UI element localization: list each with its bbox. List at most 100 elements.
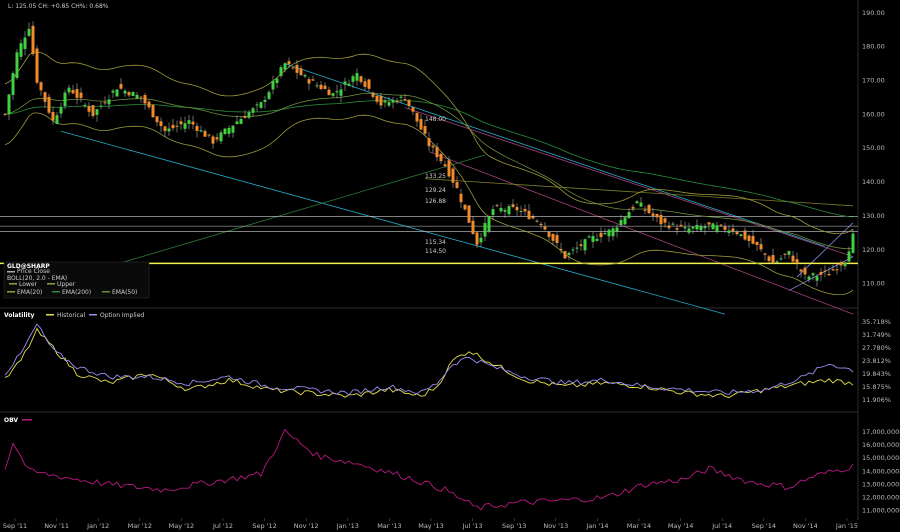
candle-body bbox=[739, 234, 743, 236]
candle-body bbox=[779, 258, 783, 260]
candle-body bbox=[355, 73, 359, 81]
candle-body bbox=[571, 249, 575, 251]
x-tick-label: Sep '13 bbox=[502, 522, 526, 530]
candle-body bbox=[99, 105, 103, 107]
candle-body bbox=[15, 52, 19, 79]
candle-body bbox=[223, 128, 227, 134]
candle-body bbox=[163, 126, 167, 132]
candle-body bbox=[235, 121, 239, 124]
candle-body bbox=[715, 225, 719, 232]
volatility-y-tick: 23.812% bbox=[862, 357, 891, 365]
x-tick-label: Jul '13 bbox=[462, 522, 483, 530]
candle-body bbox=[123, 90, 127, 94]
candle-body bbox=[479, 237, 483, 243]
candle-body bbox=[287, 61, 291, 65]
volatility-y-tick: 15.875% bbox=[862, 383, 891, 391]
legend-symbol: GLD@SHARP bbox=[7, 263, 50, 270]
candle-body bbox=[511, 204, 515, 207]
candle-body bbox=[547, 231, 551, 237]
candle-body bbox=[619, 220, 623, 225]
candle-body bbox=[155, 116, 159, 123]
price-y-tick: 190.00 bbox=[862, 9, 885, 17]
candle-body bbox=[799, 269, 803, 272]
candle-body bbox=[703, 226, 707, 229]
x-tick-label: Jan '13 bbox=[336, 522, 359, 530]
right-axis: 110.00 120.00 130.00 140.00 150.00 160.00 170.… bbox=[862, 9, 900, 515]
candle-body bbox=[843, 262, 847, 267]
candle-body bbox=[507, 206, 511, 215]
candle-body bbox=[787, 250, 791, 255]
candle-body bbox=[75, 89, 79, 98]
candle-body bbox=[775, 261, 779, 263]
candle-body bbox=[83, 104, 87, 106]
candle-body bbox=[59, 107, 63, 114]
candle-body bbox=[599, 232, 603, 238]
candle-body bbox=[555, 235, 559, 243]
volatility-legend: Volatility Historical Option Implied bbox=[4, 312, 144, 319]
price-level-label: 114.50 bbox=[425, 248, 446, 255]
price-y-tick: 150.00 bbox=[862, 144, 885, 152]
candle-body bbox=[407, 99, 411, 107]
volatility-y-tick: 31.749% bbox=[862, 331, 891, 339]
x-tick-label: Jul '14 bbox=[711, 522, 732, 530]
pane-frames bbox=[0, 0, 859, 520]
candle-body bbox=[319, 84, 323, 90]
obv-y-tick: 12,000,000M bbox=[862, 494, 900, 502]
candle-body bbox=[635, 201, 639, 204]
candle-body bbox=[103, 102, 107, 104]
candle-body bbox=[675, 228, 679, 230]
candle-body bbox=[847, 251, 851, 262]
candle-body bbox=[175, 125, 179, 127]
x-tick-label: Nov '13 bbox=[543, 522, 568, 530]
price-level-label: 126.88 bbox=[425, 198, 446, 205]
candle-body bbox=[455, 182, 459, 188]
candle-body bbox=[499, 208, 503, 212]
candle-body bbox=[415, 112, 419, 122]
x-tick-label: Jan '14 bbox=[585, 522, 608, 530]
legend-upper: Upper bbox=[57, 281, 76, 288]
candle-body bbox=[687, 228, 691, 233]
candle-body bbox=[367, 79, 371, 89]
candle-body bbox=[527, 210, 531, 220]
legend-lower: Lower bbox=[19, 281, 38, 288]
obv-y-tick: 17,000,000M bbox=[862, 428, 900, 436]
volatility-y-tick: 27.780% bbox=[862, 344, 891, 352]
volatility-y-tick: 19.843% bbox=[862, 370, 891, 378]
candle-body bbox=[159, 121, 163, 127]
price-y-tick: 110.00 bbox=[862, 280, 885, 288]
obv-legend: OBV bbox=[4, 417, 32, 424]
candle-body bbox=[207, 134, 211, 136]
legend-price-close: Price Close bbox=[17, 268, 50, 275]
candle-body bbox=[503, 209, 507, 212]
candle-body bbox=[727, 230, 731, 233]
candle-body bbox=[95, 109, 99, 115]
price-y-tick: 170.00 bbox=[862, 77, 885, 85]
candle-body bbox=[671, 223, 675, 225]
candle-body bbox=[255, 104, 259, 106]
x-tick-label: May '12 bbox=[169, 522, 195, 530]
candle-body bbox=[215, 137, 219, 140]
candle-body bbox=[203, 131, 207, 137]
candle-body bbox=[543, 226, 547, 230]
volatility-y-tick: 35.718% bbox=[862, 318, 891, 326]
candle-body bbox=[183, 123, 187, 129]
candle-body bbox=[27, 28, 31, 36]
x-tick-label: Nov '12 bbox=[294, 522, 319, 530]
candle-body bbox=[271, 81, 275, 90]
legend-boll: BOLL(20, 2.0 - EMA) bbox=[7, 275, 67, 282]
x-tick-label: May '14 bbox=[668, 522, 694, 530]
candle-body bbox=[647, 204, 651, 214]
boll-upper-line bbox=[4, 51, 854, 235]
x-tick-label: Jul '12 bbox=[212, 522, 233, 530]
candle-body bbox=[131, 92, 135, 97]
candle-body bbox=[711, 223, 715, 230]
candle-body bbox=[179, 121, 183, 125]
candle-body bbox=[627, 212, 631, 219]
candle-body bbox=[167, 128, 171, 132]
price-y-tick: 160.00 bbox=[862, 110, 885, 118]
candle-body bbox=[259, 102, 263, 108]
candle-body bbox=[515, 207, 519, 211]
candle-body bbox=[475, 232, 479, 245]
candle-body bbox=[7, 94, 11, 115]
candle-body bbox=[731, 228, 735, 232]
